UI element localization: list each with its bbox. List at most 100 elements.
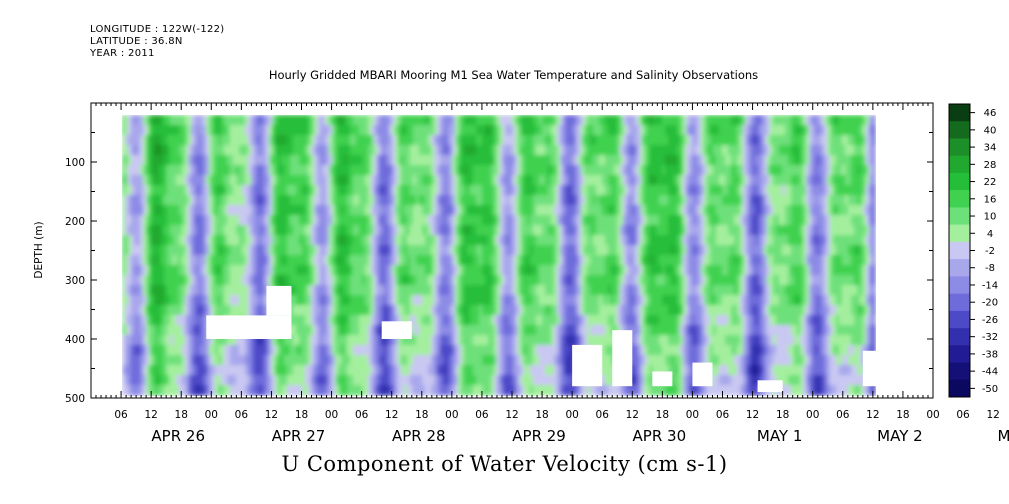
heatmap-cell xyxy=(164,135,168,146)
heatmap-cell xyxy=(245,205,249,216)
heatmap-cell xyxy=(203,365,207,376)
heatmap-cell xyxy=(341,185,345,196)
heatmap-cell xyxy=(518,315,522,326)
heatmap-cell xyxy=(149,195,153,206)
heatmap-cell xyxy=(563,315,567,326)
heatmap-cell xyxy=(266,195,270,206)
heatmap-cell xyxy=(581,155,585,166)
heatmap-cell xyxy=(332,315,336,326)
heatmap-cell xyxy=(467,175,471,186)
heatmap-cell xyxy=(311,235,315,246)
heatmap-cell xyxy=(248,365,252,376)
heatmap-cell xyxy=(329,125,333,136)
heatmap-cell xyxy=(263,345,267,356)
heatmap-cell xyxy=(500,165,504,176)
heatmap-cell xyxy=(590,385,594,396)
heatmap-cell xyxy=(542,275,546,286)
heatmap-cell xyxy=(308,165,312,176)
heatmap-cell xyxy=(155,325,159,336)
heatmap-cell xyxy=(644,185,648,196)
heatmap-cell xyxy=(347,335,351,346)
heatmap-cell xyxy=(581,215,585,226)
heatmap-cell xyxy=(212,335,216,346)
heatmap-cell xyxy=(551,315,555,326)
heatmap-cell xyxy=(326,355,330,366)
heatmap-cell xyxy=(395,375,399,386)
heatmap-cell xyxy=(572,255,576,266)
heatmap-cell xyxy=(209,165,213,176)
heatmap-cell xyxy=(194,235,198,246)
heatmap-cell xyxy=(452,145,456,156)
heatmap-cell xyxy=(608,215,612,226)
heatmap-cell xyxy=(398,295,402,306)
heatmap-cell xyxy=(266,215,270,226)
heatmap-cell xyxy=(371,225,375,236)
heatmap-cell xyxy=(617,185,621,196)
heatmap-cell xyxy=(404,375,408,386)
heatmap-cell xyxy=(608,295,612,306)
heatmap-cell xyxy=(209,245,213,256)
heatmap-cell xyxy=(488,135,492,146)
heatmap-cell xyxy=(227,195,231,206)
heatmap-cell xyxy=(305,175,309,186)
heatmap-cell xyxy=(440,285,444,296)
heatmap-cell xyxy=(413,335,417,346)
heatmap-cell xyxy=(176,355,180,366)
heatmap-cell xyxy=(125,325,129,336)
heatmap-cell xyxy=(509,205,513,216)
heatmap-cell xyxy=(524,175,528,186)
heatmap-cell xyxy=(230,185,234,196)
heatmap-cell xyxy=(509,295,513,306)
heatmap-cell xyxy=(374,185,378,196)
heatmap-cell xyxy=(233,245,237,256)
heatmap-cell xyxy=(455,215,459,226)
heatmap-cell xyxy=(581,385,585,396)
heatmap-cell xyxy=(359,285,363,296)
heatmap-cell xyxy=(419,355,423,366)
heatmap-cell xyxy=(416,385,420,396)
heatmap-cell xyxy=(230,225,234,236)
heatmap-cell xyxy=(347,375,351,386)
heatmap-cell xyxy=(587,235,591,246)
heatmap-cell xyxy=(383,315,387,326)
heatmap-cell xyxy=(362,295,366,306)
heatmap-cell xyxy=(323,345,327,356)
heatmap-cell xyxy=(446,145,450,156)
heatmap-cell xyxy=(164,205,168,216)
heatmap-cell xyxy=(482,145,486,156)
heatmap-cell xyxy=(371,235,375,246)
heatmap-cell xyxy=(536,255,540,266)
heatmap-cell xyxy=(182,305,186,316)
heatmap-cell xyxy=(494,155,498,166)
heatmap-cell xyxy=(476,385,480,396)
heatmap-cell xyxy=(596,175,600,186)
heatmap-cell xyxy=(254,375,258,386)
heatmap-cell xyxy=(545,275,549,286)
heatmap-cell xyxy=(572,325,576,336)
heatmap-cell xyxy=(332,225,336,236)
heatmap-cell xyxy=(626,275,630,286)
heatmap-cell xyxy=(344,275,348,286)
heatmap-cell xyxy=(440,335,444,346)
heatmap-cell xyxy=(290,155,294,166)
heatmap-cell xyxy=(614,145,618,156)
heatmap-cell xyxy=(446,345,450,356)
heatmap-cell xyxy=(167,375,171,386)
heatmap-cell xyxy=(161,235,165,246)
heatmap-cell xyxy=(485,175,489,186)
heatmap-cell xyxy=(470,215,474,226)
heatmap-cell xyxy=(260,155,264,166)
heatmap-cell xyxy=(218,155,222,166)
heatmap-cell xyxy=(368,155,372,166)
heatmap-cell xyxy=(647,305,651,316)
heatmap-cell xyxy=(395,295,399,306)
heatmap-cell xyxy=(344,375,348,386)
heatmap-cell xyxy=(512,375,516,386)
heatmap-cell xyxy=(209,345,213,356)
heatmap-cell xyxy=(287,345,291,356)
heatmap-cell xyxy=(455,135,459,146)
heatmap-cell xyxy=(308,175,312,186)
heatmap-cell xyxy=(194,315,198,326)
heatmap-cell xyxy=(578,275,582,286)
heatmap-cell xyxy=(437,355,441,366)
